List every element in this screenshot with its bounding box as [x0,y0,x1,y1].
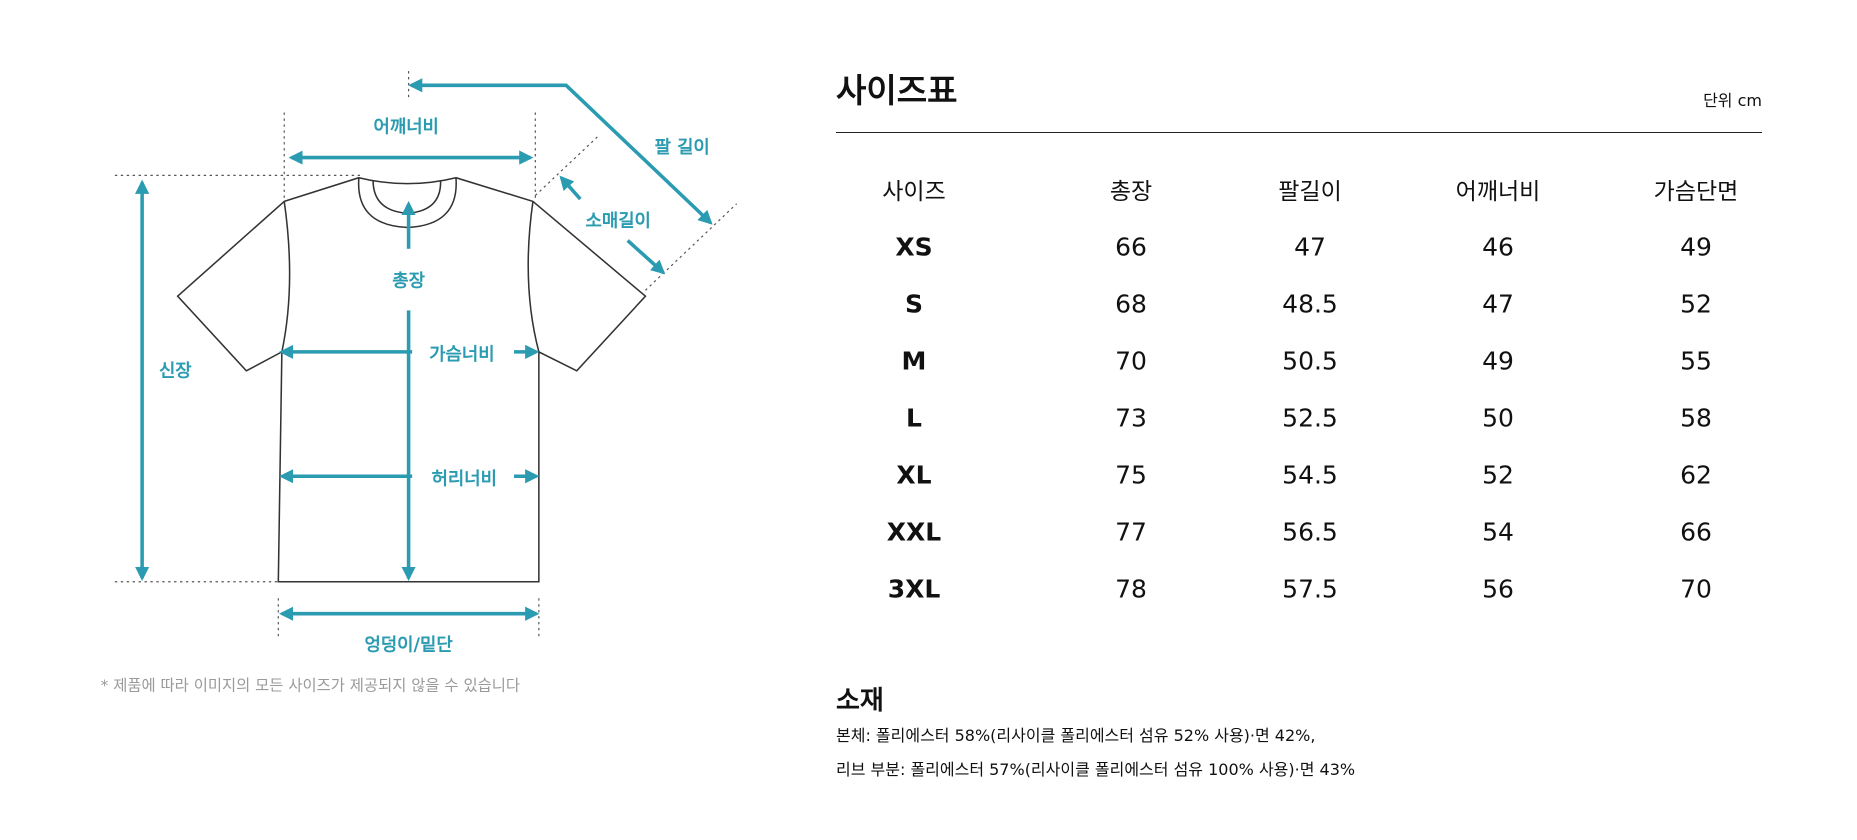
table-cell: 57.5 [1282,574,1338,604]
arm-length-arrow [408,78,713,225]
unit-label: 단위 cm [1703,91,1762,110]
table-cell: 70 [1680,574,1712,604]
table-cell: 56 [1482,574,1514,604]
table-cell: 66 [1680,517,1712,547]
divider [836,132,1762,133]
measure-arrows [135,78,713,621]
table-cell: 47 [1482,289,1514,319]
table-cell: 50.5 [1282,346,1338,376]
table-cell: 54 [1482,517,1514,547]
size-label: 3XL [887,574,941,604]
size-label: L [906,403,922,433]
label-hem: 엉덩이/밑단 [365,634,454,655]
column-header: 총장 [1109,179,1153,205]
table-cell: 50 [1482,403,1514,433]
column-header: 어깨너비 [1455,179,1541,205]
size-label: XL [896,460,932,490]
label-arm-length: 팔 길이 [655,136,710,158]
column-header: 사이즈 [882,179,946,205]
table-cell: 78 [1115,574,1147,604]
material-line: 리브 부분: 폴리에스터 57%(리사이클 폴리에스터 섬유 100% 사용)·… [836,760,1356,779]
table-cell: 55 [1680,346,1712,376]
tshirt-outline [176,176,647,583]
size-label: XXL [886,517,942,547]
column-header: 팔길이 [1278,179,1342,205]
table-cell: 49 [1680,232,1712,262]
label-shoulder: 어깨너비 [374,117,439,138]
table-cell: 52 [1482,460,1514,490]
label-waist: 허리너비 [432,469,497,490]
material-title: 소재 [836,686,884,716]
table-cell: 54.5 [1282,460,1338,490]
table-cell: 48.5 [1282,289,1338,319]
table-cell: 46 [1482,232,1514,262]
label-height: 신장 [159,361,192,382]
table-cell: 66 [1115,232,1147,262]
label-chest: 가슴너비 [429,344,494,365]
table-cell: 56.5 [1282,517,1338,547]
column-header: 가슴단면 [1653,179,1739,205]
disclaimer-note: * 제품에 따라 이미지의 모든 사이즈가 제공되지 않을 수 있습니다 [101,677,520,695]
size-chart-title: 사이즈표 [836,71,958,110]
size-label: S [904,289,924,319]
size-label: XS [895,232,933,262]
table-cell: 58 [1680,403,1712,433]
table-cell: 49 [1482,346,1514,376]
table-cell: 73 [1115,403,1147,433]
table-cell: 47 [1294,232,1326,262]
table-cell: 52.5 [1282,403,1338,433]
table-cell: 77 [1115,517,1147,547]
size-label: M [901,346,927,376]
material-line: 본체: 폴리에스터 58%(리사이클 폴리에스터 섬유 52% 사용)·면 42… [836,726,1316,745]
table-cell: 52 [1680,289,1712,319]
table-cell: 70 [1115,346,1147,376]
table-cell: 62 [1680,460,1712,490]
table-cell: 68 [1115,289,1147,319]
table-cell: 75 [1115,460,1147,490]
label-total-length: 총장 [392,271,425,292]
label-sleeve-length: 소매길이 [586,209,651,231]
